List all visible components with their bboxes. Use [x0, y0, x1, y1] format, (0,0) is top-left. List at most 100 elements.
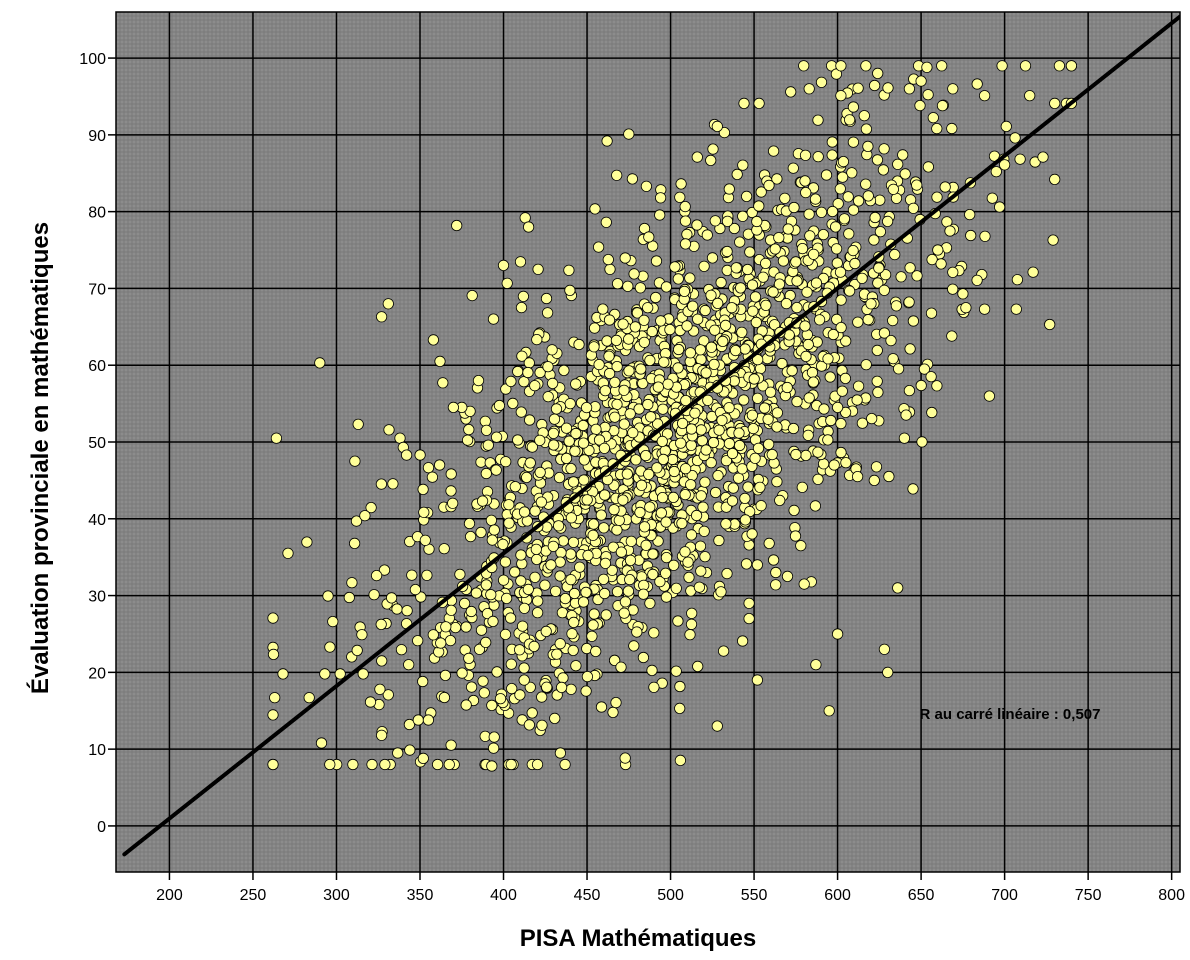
data-point — [658, 356, 670, 368]
data-point — [403, 718, 415, 731]
data-point — [925, 307, 938, 319]
data-point — [531, 758, 544, 771]
data-point — [777, 255, 790, 267]
data-point — [619, 596, 632, 608]
data-point — [637, 651, 650, 664]
data-point — [810, 659, 822, 671]
data-point — [732, 472, 745, 484]
data-point — [500, 592, 513, 605]
data-point — [766, 448, 778, 461]
data-point — [324, 641, 336, 653]
data-point — [590, 645, 602, 658]
data-point — [522, 366, 534, 379]
data-point — [359, 510, 371, 522]
data-point — [822, 434, 834, 446]
data-point — [392, 747, 404, 759]
data-point — [672, 362, 684, 374]
data-point — [1053, 60, 1066, 72]
data-point — [734, 236, 746, 248]
data-point — [751, 674, 764, 686]
data-point — [868, 79, 881, 92]
data-point — [375, 311, 388, 323]
data-point — [599, 489, 611, 501]
data-point — [522, 221, 535, 233]
data-point — [586, 630, 598, 642]
data-point — [828, 459, 840, 471]
data-point — [656, 491, 669, 504]
data-point — [695, 424, 707, 436]
data-point — [900, 409, 912, 421]
data-point — [865, 298, 877, 310]
data-point — [549, 585, 562, 597]
data-point — [846, 167, 858, 179]
data-point — [346, 577, 358, 589]
data-point — [780, 297, 793, 310]
data-point — [922, 89, 934, 101]
data-point — [743, 612, 755, 625]
data-point — [806, 366, 819, 379]
data-point — [550, 403, 563, 415]
data-point — [739, 492, 751, 504]
data-point — [655, 315, 667, 327]
data-point — [753, 200, 765, 212]
data-point — [752, 442, 765, 454]
data-point — [898, 432, 911, 444]
data-point — [807, 248, 820, 260]
data-point — [931, 380, 943, 392]
data-point — [600, 609, 612, 621]
data-point — [679, 201, 691, 213]
data-point — [599, 385, 611, 397]
data-point — [554, 570, 566, 582]
data-point — [730, 262, 742, 274]
data-point — [509, 566, 521, 578]
data-point — [878, 643, 891, 655]
data-point — [655, 507, 668, 519]
data-point — [551, 648, 563, 660]
data-point — [560, 422, 573, 434]
data-point — [978, 90, 991, 102]
data-point — [357, 668, 369, 680]
data-point — [678, 285, 691, 297]
data-point — [488, 731, 500, 743]
data-point — [445, 604, 457, 616]
data-point — [529, 380, 541, 392]
x-tick-label: 500 — [657, 887, 684, 904]
data-point — [947, 83, 959, 95]
r-squared-annotation: R au carré linéaire : 0,507 — [920, 706, 1101, 723]
data-point — [501, 277, 513, 289]
data-point — [565, 512, 578, 524]
data-point — [737, 159, 749, 171]
data-point — [946, 330, 958, 342]
data-point — [1049, 173, 1061, 185]
data-point — [907, 483, 919, 495]
data-point — [477, 675, 489, 687]
data-point — [668, 559, 680, 571]
data-point — [883, 470, 895, 483]
data-point — [685, 479, 697, 491]
x-tick-label: 400 — [490, 887, 517, 904]
data-point — [736, 326, 748, 338]
data-point — [463, 423, 475, 436]
data-point — [454, 568, 466, 581]
data-point — [512, 365, 524, 378]
data-point — [907, 202, 920, 214]
data-point — [870, 461, 883, 473]
data-point — [740, 190, 753, 202]
data-point — [699, 476, 711, 488]
data-point — [767, 286, 779, 298]
data-point — [486, 760, 498, 772]
data-point — [643, 231, 655, 243]
data-point — [768, 319, 781, 331]
data-point — [418, 506, 430, 518]
data-point — [799, 320, 811, 332]
data-point — [472, 374, 485, 387]
data-point — [712, 469, 724, 482]
data-point — [878, 327, 891, 339]
data-point — [443, 758, 455, 771]
data-point — [625, 535, 637, 547]
data-point — [691, 151, 703, 163]
data-point — [812, 446, 824, 458]
data-point — [829, 221, 842, 233]
data-point — [553, 471, 566, 484]
data-point — [744, 246, 756, 258]
